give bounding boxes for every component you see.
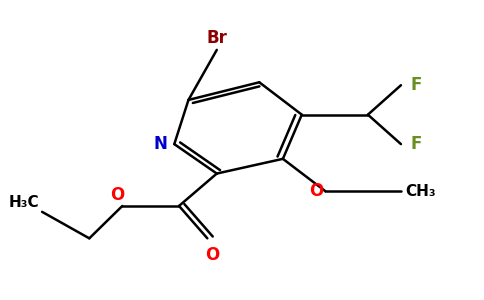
Text: O: O xyxy=(110,187,125,205)
Text: O: O xyxy=(205,246,219,264)
Text: F: F xyxy=(410,135,422,153)
Text: N: N xyxy=(153,135,167,153)
Text: O: O xyxy=(309,182,323,200)
Text: F: F xyxy=(410,76,422,94)
Text: CH₃: CH₃ xyxy=(406,184,436,199)
Text: H₃C: H₃C xyxy=(9,195,40,210)
Text: Br: Br xyxy=(206,29,227,47)
